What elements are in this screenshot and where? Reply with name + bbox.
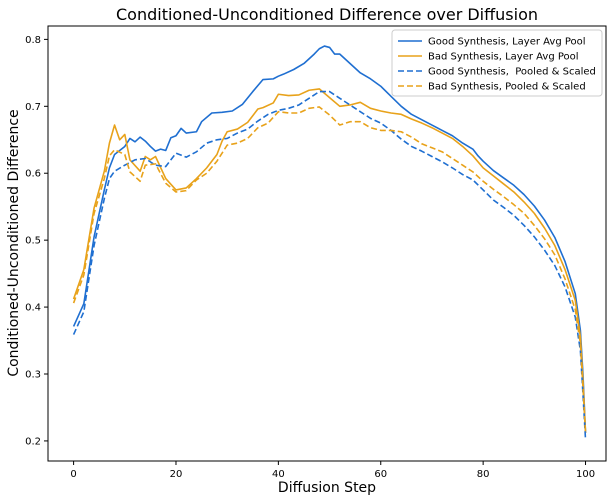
series-line-2 (72, 88, 587, 433)
legend-label-3: Good Synthesis, Pooled & Scaled (428, 67, 596, 78)
x-tick-label: 20 (170, 469, 183, 480)
legend-label-1: Good Synthesis, Layer Avg Pool (428, 37, 586, 48)
chart-title: Conditioned-Unconditioned Difference ove… (116, 5, 538, 24)
x-tick-label: 100 (576, 469, 595, 480)
legend-box (391, 29, 603, 97)
x-axis-label: Diffusion Step (278, 480, 376, 496)
y-tick-label: 0.4 (25, 303, 41, 314)
y-tick-label: 0.7 (25, 102, 41, 113)
plot-area: 0 20 40 60 80 100 0.2 0.3 0.4 0.5 0.6 0.7 0.8 Good Sy… (25, 25, 607, 480)
y-tick-label: 0.3 (25, 370, 41, 381)
series-line-3 (72, 90, 587, 440)
plot-frame (47, 25, 607, 462)
x-tick-label: 60 (374, 469, 387, 480)
series-line-1 (72, 45, 587, 433)
x-tick-label: 0 (70, 469, 76, 480)
y-tick-label: 0.6 (25, 169, 41, 180)
y-tick-label: 0.8 (25, 35, 41, 46)
x-tick-label: 40 (272, 469, 285, 480)
x-tick-label: 80 (477, 469, 490, 480)
y-tick-label: 0.2 (25, 436, 41, 447)
y-tick-label: 0.5 (25, 236, 41, 247)
y-axis-label: Conditioned-Unconditioned Difference (6, 109, 22, 376)
legend-label-2: Bad Synthesis, Layer Avg Pool (428, 52, 579, 63)
legend-label-4: Bad Synthesis, Pooled & Scaled (428, 82, 586, 93)
series-line-4 (72, 106, 587, 433)
